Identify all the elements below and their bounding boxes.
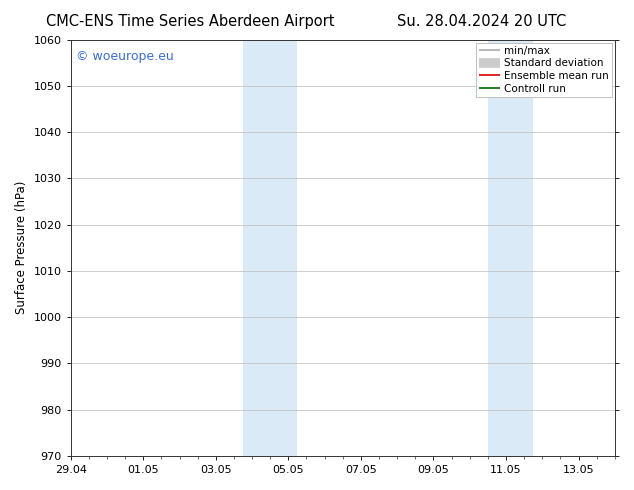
Bar <box>270 40 297 456</box>
Bar <box>488 40 506 456</box>
Y-axis label: Surface Pressure (hPa): Surface Pressure (hPa) <box>15 181 28 315</box>
Text: Su. 28.04.2024 20 UTC: Su. 28.04.2024 20 UTC <box>398 14 566 29</box>
Text: © woeurope.eu: © woeurope.eu <box>76 50 174 63</box>
Legend: min/max, Standard deviation, Ensemble mean run, Controll run: min/max, Standard deviation, Ensemble me… <box>476 43 612 97</box>
Text: CMC-ENS Time Series Aberdeen Airport: CMC-ENS Time Series Aberdeen Airport <box>46 14 335 29</box>
Bar <box>243 40 270 456</box>
Bar <box>506 40 533 456</box>
